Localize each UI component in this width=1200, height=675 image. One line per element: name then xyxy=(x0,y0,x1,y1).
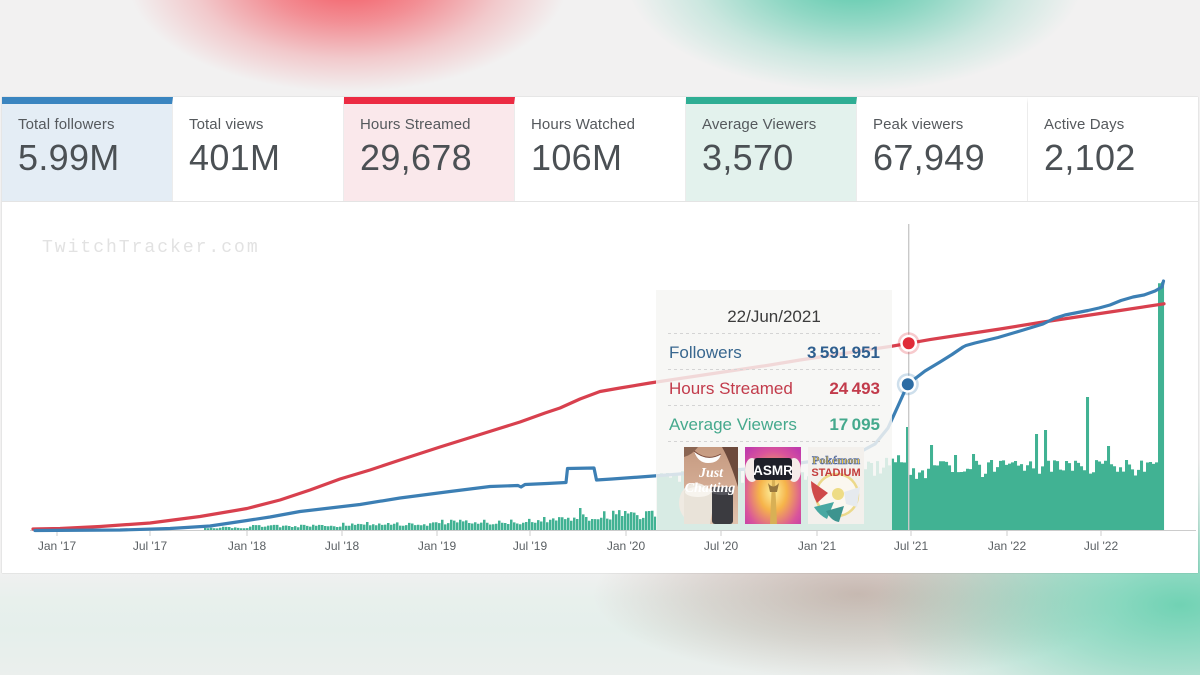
svg-text:17 095: 17 095 xyxy=(829,415,880,434)
svg-text:Chatting: Chatting xyxy=(685,481,736,496)
svg-text:Average Viewers: Average Viewers xyxy=(669,415,797,434)
svg-text:Jul '19: Jul '19 xyxy=(513,539,548,553)
svg-text:Jul '17: Jul '17 xyxy=(133,539,168,553)
svg-text:STADIUM: STADIUM xyxy=(811,467,860,479)
svg-text:Jul '18: Jul '18 xyxy=(325,539,360,553)
svg-text:3 591 951: 3 591 951 xyxy=(807,343,880,362)
svg-text:24 493: 24 493 xyxy=(829,379,880,398)
svg-text:Jan '22: Jan '22 xyxy=(988,539,1027,553)
svg-text:Jul '22: Jul '22 xyxy=(1084,539,1119,553)
svg-text:Jul '21: Jul '21 xyxy=(894,539,929,553)
svg-text:Followers: Followers xyxy=(669,343,742,362)
svg-text:Hours Streamed: Hours Streamed xyxy=(669,379,793,398)
svg-text:Pokémon: Pokémon xyxy=(812,453,860,467)
svg-text:Jan '21: Jan '21 xyxy=(798,539,837,553)
svg-text:Just: Just xyxy=(698,466,724,481)
svg-text:22/Jun/2021: 22/Jun/2021 xyxy=(727,307,821,326)
svg-text:Jan '18: Jan '18 xyxy=(228,539,267,553)
svg-text:TwitchTracker.com: TwitchTracker.com xyxy=(42,238,260,258)
svg-text:Jan '17: Jan '17 xyxy=(38,539,77,553)
svg-text:Jul '20: Jul '20 xyxy=(704,539,739,553)
svg-text:ASMR: ASMR xyxy=(753,463,793,478)
svg-text:Jan '20: Jan '20 xyxy=(607,539,646,553)
svg-text:Jan '19: Jan '19 xyxy=(418,539,457,553)
